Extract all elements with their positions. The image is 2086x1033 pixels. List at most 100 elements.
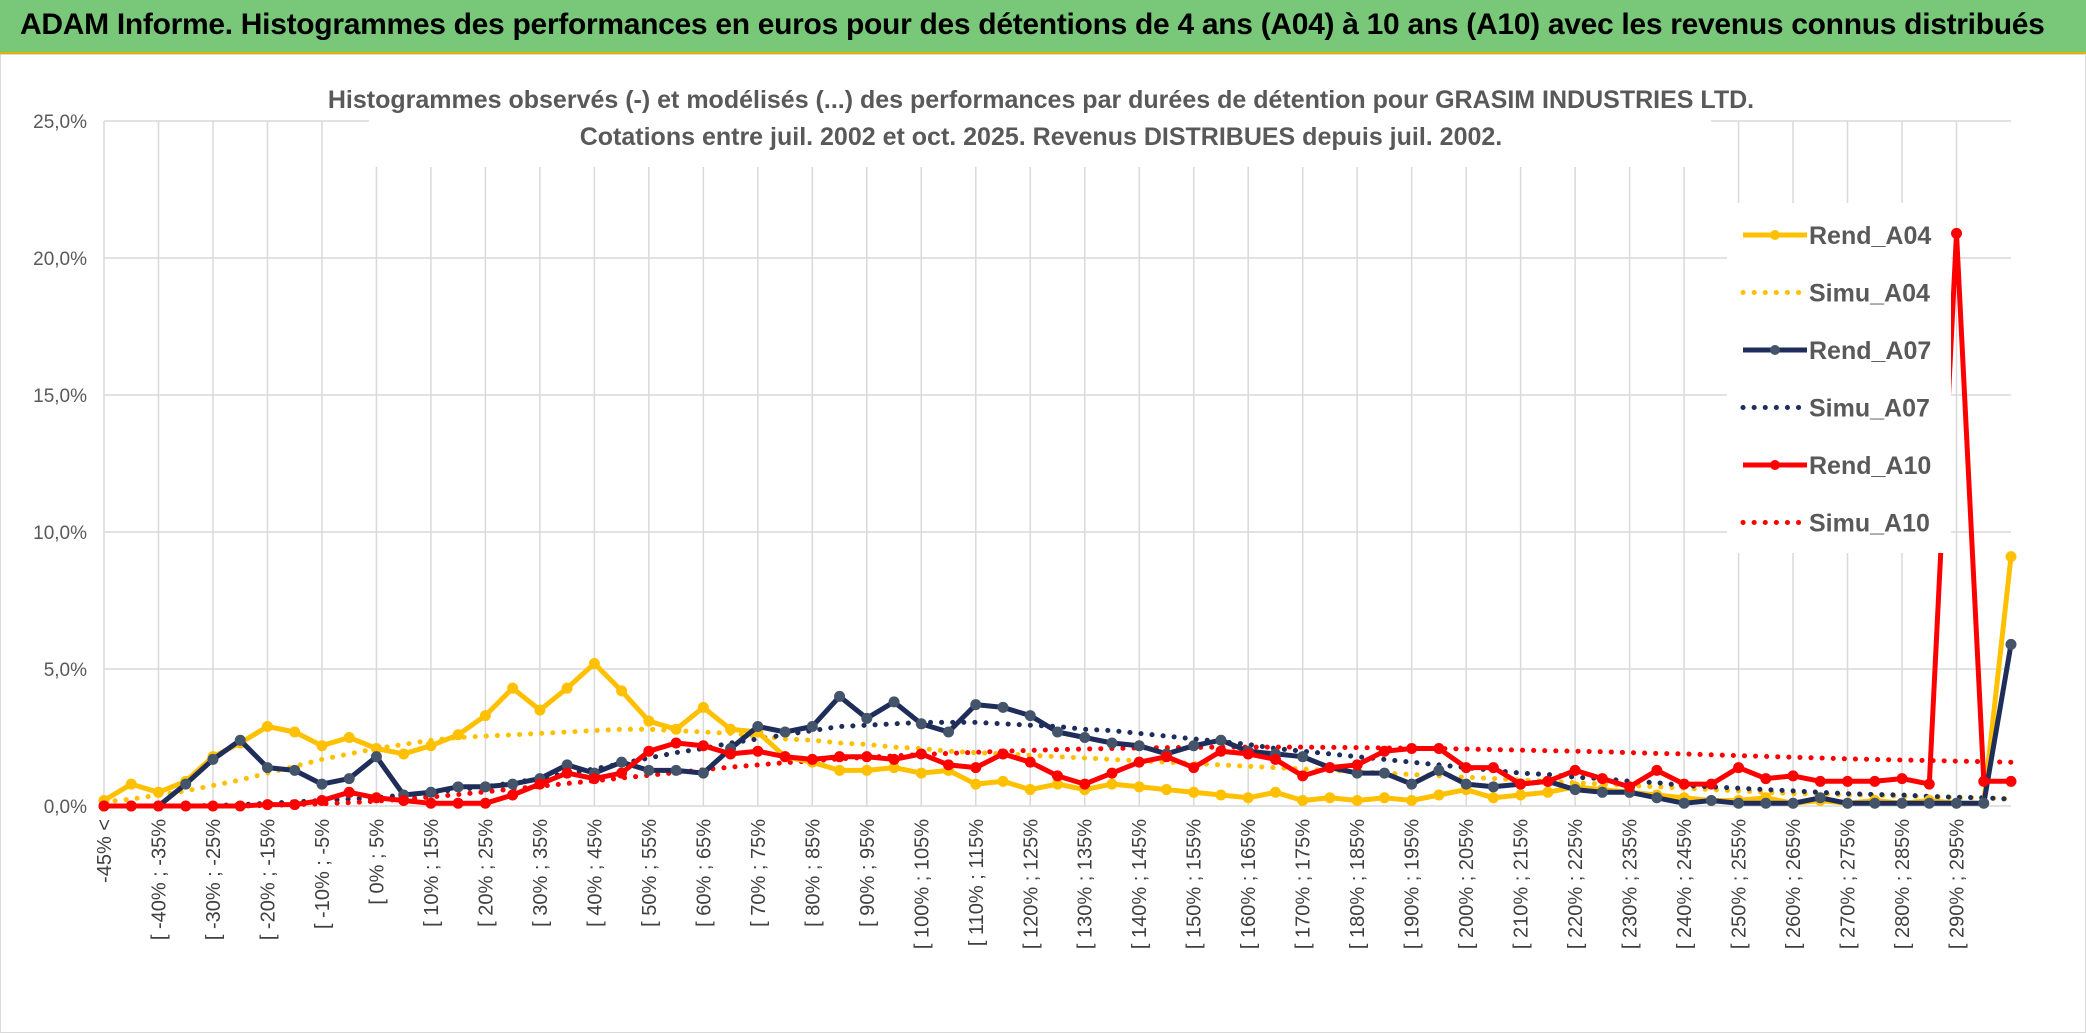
data-point — [643, 745, 655, 757]
data-point — [1215, 734, 1227, 746]
data-point — [1133, 781, 1145, 793]
y-tick-label: 20,0% — [33, 249, 87, 270]
series-line-Rend_A10 — [104, 230, 2011, 809]
series-line-Rend_A04 — [102, 556, 2014, 806]
data-point — [1705, 778, 1717, 790]
data-point — [970, 778, 982, 790]
x-tick-label: [ 240% ; 245% — [1674, 819, 1696, 949]
data-point — [1487, 781, 1499, 793]
data-point — [1297, 795, 1309, 807]
data-point — [1733, 762, 1745, 774]
data-point — [452, 781, 464, 793]
legend-item-Simu_A07: Simu_A07 — [1740, 395, 1930, 423]
x-tick-label: [ 50% ; 55% — [639, 819, 661, 927]
x-tick-label: [ -20% ; -15% — [257, 819, 279, 940]
data-point — [1133, 756, 1145, 768]
data-point — [507, 789, 519, 801]
data-point — [1433, 742, 1445, 754]
data-point — [289, 764, 301, 776]
data-point — [1079, 778, 1091, 790]
data-point — [507, 682, 519, 694]
data-point — [370, 792, 382, 804]
y-tick-label: 10,0% — [33, 523, 87, 544]
data-point — [1160, 751, 1172, 763]
data-point — [752, 721, 764, 733]
data-point — [1433, 789, 1445, 801]
data-point — [1842, 797, 1854, 809]
x-tick-label: [ 60% ; 65% — [693, 819, 715, 927]
x-axis-ticks: -45% < [ -40% ; -35% [ -30% ; -25% [ -20% ;… — [94, 819, 1969, 949]
x-tick-label: -45% < — [94, 819, 116, 883]
data-point — [1351, 759, 1363, 771]
data-point — [1106, 778, 1118, 790]
x-tick-label: [ 280% ; 285% — [1892, 819, 1914, 949]
data-point — [1406, 795, 1418, 807]
y-tick-label: 25,0% — [33, 112, 87, 133]
data-point — [670, 764, 682, 776]
data-point — [915, 718, 927, 730]
data-point — [1406, 778, 1418, 790]
x-tick-label: [ 250% ; 255% — [1729, 819, 1751, 949]
data-point — [98, 800, 110, 812]
data-point — [1269, 753, 1281, 765]
page-title: ADAM Informe. Histogrammes des performan… — [20, 8, 2045, 41]
data-point — [752, 745, 764, 757]
data-point — [1651, 792, 1663, 804]
data-point — [180, 778, 192, 790]
x-tick-label: [ 110% ; 115% — [966, 819, 988, 946]
data-point — [1324, 762, 1336, 774]
x-tick-label: [ -40% ; -35% — [148, 819, 170, 940]
data-point — [534, 778, 546, 790]
legend-label: Rend_A07 — [1809, 337, 1931, 365]
x-tick-label: [ 200% ; 205% — [1456, 819, 1478, 949]
data-point — [343, 773, 355, 785]
data-point — [1515, 778, 1527, 790]
data-point — [1787, 797, 1799, 809]
data-point — [534, 704, 546, 716]
data-point — [1978, 797, 1990, 809]
data-point — [1978, 775, 1990, 787]
data-point — [479, 710, 491, 722]
data-point — [1460, 762, 1472, 774]
data-point — [1678, 778, 1690, 790]
data-point — [888, 696, 900, 708]
data-point — [507, 778, 519, 790]
data-point — [343, 786, 355, 798]
data-point — [806, 721, 818, 733]
x-tick-label: [ 70% ; 75% — [748, 819, 770, 927]
data-point — [1596, 786, 1608, 798]
x-tick-label: [ 90% ; 95% — [857, 819, 879, 927]
x-tick-label: [ -30% ; -25% — [203, 819, 225, 940]
data-point — [697, 740, 709, 752]
legend: Rend_A04 Simu_A04 Rend_A07 Simu_A07 Rend_A10… — [1740, 222, 1931, 538]
data-point — [561, 767, 573, 779]
data-point — [1951, 227, 1963, 239]
data-point — [316, 778, 328, 790]
x-tick-label: [ 130% ; 135% — [1075, 819, 1097, 949]
data-point — [1596, 773, 1608, 785]
data-point — [1651, 764, 1663, 776]
data-point — [261, 721, 273, 733]
data-point — [1569, 764, 1581, 776]
data-point — [207, 753, 219, 765]
legend-item-Rend_A07: Rend_A07 — [1743, 337, 1931, 365]
data-point — [398, 748, 410, 760]
header-bar: ADAM Informe. Histogrammes des performan… — [0, 0, 2086, 54]
data-point — [289, 726, 301, 738]
data-point — [125, 778, 137, 790]
x-tick-label: [ 230% ; 235% — [1620, 819, 1642, 949]
y-tick-label: 15,0% — [33, 386, 87, 407]
data-point — [1188, 786, 1200, 798]
data-point — [1188, 740, 1200, 752]
x-tick-label: [ 210% ; 215% — [1511, 819, 1533, 949]
series-line-Simu_A10 — [101, 744, 2014, 809]
data-point — [1923, 797, 1935, 809]
data-point — [997, 775, 1009, 787]
data-point — [588, 658, 600, 670]
data-point — [1542, 786, 1554, 798]
data-point — [1106, 737, 1118, 749]
data-point — [1896, 773, 1908, 785]
data-point — [1624, 781, 1636, 793]
data-point — [1378, 767, 1390, 779]
x-tick-label: [ 30% ; 35% — [530, 819, 552, 927]
